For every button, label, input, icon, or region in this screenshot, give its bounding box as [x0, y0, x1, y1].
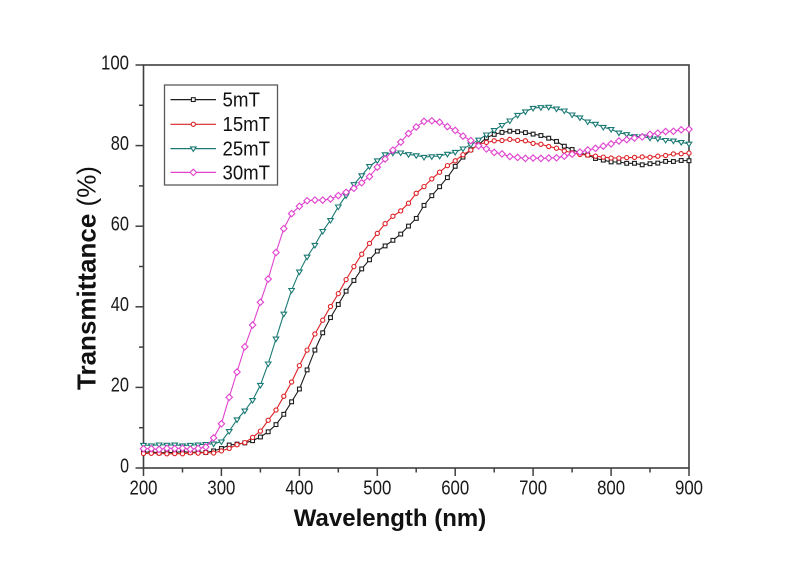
svg-text:200: 200 [130, 478, 158, 500]
svg-text:900: 900 [675, 478, 703, 500]
svg-text:40: 40 [111, 294, 129, 316]
svg-text:Wavelength (nm): Wavelength (nm) [294, 505, 486, 532]
svg-text:800: 800 [597, 478, 625, 500]
svg-text:300: 300 [207, 478, 235, 500]
svg-text:15mT: 15mT [223, 114, 271, 136]
svg-text:100: 100 [101, 52, 129, 74]
svg-text:500: 500 [363, 478, 391, 500]
svg-text:30mT: 30mT [223, 162, 271, 184]
svg-text:600: 600 [441, 478, 469, 500]
svg-text:400: 400 [285, 478, 313, 500]
svg-text:0: 0 [120, 455, 129, 477]
svg-text:Transmittance (%): Transmittance (%) [72, 166, 102, 390]
svg-text:60: 60 [111, 214, 129, 236]
svg-text:5mT: 5mT [223, 90, 261, 112]
svg-text:20: 20 [111, 375, 129, 397]
svg-text:700: 700 [519, 478, 547, 500]
svg-text:25mT: 25mT [223, 139, 271, 161]
svg-text:80: 80 [111, 133, 129, 155]
